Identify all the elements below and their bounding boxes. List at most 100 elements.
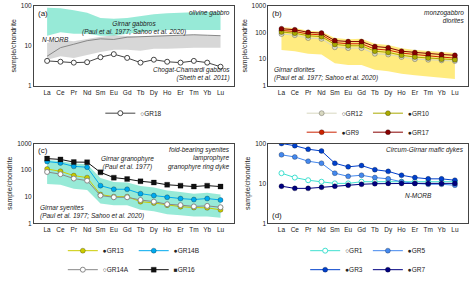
svg-text:1: 1 bbox=[262, 220, 266, 227]
svg-text:Nd: Nd bbox=[83, 226, 92, 233]
svg-text:Lu: Lu bbox=[217, 226, 225, 233]
svg-text:Eu: Eu bbox=[110, 89, 118, 96]
svg-text:La: La bbox=[43, 89, 51, 96]
svg-text:1: 1 bbox=[28, 220, 32, 227]
svg-text:(d): (d) bbox=[272, 211, 282, 220]
svg-text:●GR9: ●GR9 bbox=[342, 129, 360, 136]
svg-text:10: 10 bbox=[259, 180, 267, 187]
svg-text:100: 100 bbox=[21, 2, 32, 9]
svg-text:Dy: Dy bbox=[150, 226, 159, 234]
svg-text:Chogat-Chamardi gabbros(Sheth: Chogat-Chamardi gabbros(Sheth et al. 201… bbox=[153, 66, 230, 82]
svg-text:N-MORB: N-MORB bbox=[42, 36, 69, 43]
svg-text:100: 100 bbox=[255, 29, 266, 36]
svg-text:●GR10: ●GR10 bbox=[408, 110, 429, 117]
svg-text:(c): (c) bbox=[38, 146, 48, 155]
svg-text:Er: Er bbox=[177, 226, 184, 233]
svg-text:1000: 1000 bbox=[252, 2, 267, 9]
svg-text:Ce: Ce bbox=[291, 89, 300, 96]
svg-text:●GR5: ●GR5 bbox=[408, 247, 426, 254]
svg-text:Lu: Lu bbox=[451, 89, 459, 96]
svg-text:La: La bbox=[278, 89, 286, 96]
svg-text:1: 1 bbox=[262, 82, 266, 89]
svg-text:(b): (b) bbox=[272, 9, 282, 18]
svg-text:10: 10 bbox=[259, 55, 267, 62]
svg-text:Gd: Gd bbox=[123, 226, 132, 233]
svg-text:Dy: Dy bbox=[150, 89, 159, 97]
svg-text:1: 1 bbox=[28, 82, 32, 89]
svg-text:Tb: Tb bbox=[371, 89, 379, 96]
svg-text:Pr: Pr bbox=[71, 226, 78, 233]
svg-text:1000: 1000 bbox=[17, 140, 32, 147]
svg-text:Ho: Ho bbox=[397, 89, 406, 96]
svg-text:●GR13: ●GR13 bbox=[103, 247, 124, 254]
svg-text:Pr: Pr bbox=[305, 226, 312, 233]
svg-text:○GR18: ○GR18 bbox=[140, 110, 161, 117]
svg-text:Ce: Ce bbox=[291, 226, 300, 233]
svg-text:Eu: Eu bbox=[110, 226, 118, 233]
svg-text:Nd: Nd bbox=[317, 89, 326, 96]
svg-text:Pr: Pr bbox=[71, 89, 78, 96]
svg-text:Nd: Nd bbox=[317, 226, 326, 233]
svg-text:●GR14B: ●GR14B bbox=[174, 247, 199, 254]
svg-text:Tb: Tb bbox=[137, 226, 145, 233]
svg-text:Sm: Sm bbox=[96, 89, 106, 96]
svg-text:Er: Er bbox=[412, 226, 419, 233]
svg-text:○GR1: ○GR1 bbox=[345, 247, 363, 254]
svg-text:N-MORB: N-MORB bbox=[405, 192, 432, 199]
svg-text:Yb: Yb bbox=[203, 89, 211, 96]
svg-text:olivine gabbro: olivine gabbro bbox=[189, 9, 230, 17]
svg-text:Eu: Eu bbox=[344, 89, 352, 96]
svg-text:sample/chondrite: sample/chondrite bbox=[244, 157, 252, 210]
svg-text:sample/chondrite: sample/chondrite bbox=[241, 19, 249, 72]
svg-text:Lu: Lu bbox=[451, 226, 459, 233]
svg-text:Yb: Yb bbox=[438, 89, 446, 96]
svg-text:■GR16: ■GR16 bbox=[174, 266, 195, 273]
svg-text:Ce: Ce bbox=[56, 89, 65, 96]
svg-text:(a): (a) bbox=[38, 9, 48, 18]
svg-text:Gd: Gd bbox=[357, 89, 366, 96]
svg-text:Pr: Pr bbox=[305, 89, 312, 96]
svg-text:Eu: Eu bbox=[344, 226, 352, 233]
svg-text:Tm: Tm bbox=[424, 89, 433, 96]
svg-text:La: La bbox=[43, 226, 51, 233]
svg-text:sample/chondrite: sample/chondrite bbox=[10, 19, 18, 72]
svg-text:10: 10 bbox=[24, 193, 32, 200]
svg-text:Tm: Tm bbox=[189, 226, 198, 233]
svg-text:Nd: Nd bbox=[83, 89, 92, 96]
svg-text:sample/chondrite: sample/chondrite bbox=[6, 157, 14, 210]
svg-text:Ho: Ho bbox=[397, 226, 406, 233]
svg-text:Ho: Ho bbox=[163, 226, 172, 233]
svg-text:Girnar granophyre(Paul et al.: Girnar granophyre(Paul et al. 1977) bbox=[101, 155, 154, 171]
svg-text:○GR12: ○GR12 bbox=[342, 110, 363, 117]
svg-text:Dy: Dy bbox=[384, 226, 393, 234]
svg-text:100: 100 bbox=[255, 140, 266, 147]
svg-text:Yb: Yb bbox=[438, 226, 446, 233]
svg-text:Girnar gabbros(Paul et al. 197: Girnar gabbros(Paul et al. 1977; Sahoo e… bbox=[82, 20, 186, 36]
svg-text:monzogabbrodiorites: monzogabbrodiorites bbox=[424, 9, 464, 24]
svg-text:Lu: Lu bbox=[217, 89, 225, 96]
svg-text:○GR14A: ○GR14A bbox=[103, 266, 129, 273]
svg-text:La: La bbox=[278, 226, 286, 233]
svg-text:Gd: Gd bbox=[123, 89, 132, 96]
svg-text:●GR3: ●GR3 bbox=[345, 266, 363, 273]
svg-text:Dy: Dy bbox=[384, 89, 393, 97]
svg-text:Tm: Tm bbox=[424, 226, 433, 233]
svg-text:Tb: Tb bbox=[137, 89, 145, 96]
svg-text:Gd: Gd bbox=[357, 226, 366, 233]
svg-text:Er: Er bbox=[177, 89, 184, 96]
svg-text:Sm: Sm bbox=[330, 226, 340, 233]
svg-text:Sm: Sm bbox=[96, 226, 106, 233]
svg-text:Ce: Ce bbox=[56, 226, 65, 233]
svg-text:Girnar diorites(Paul et al. 19: Girnar diorites(Paul et al. 1977; Sahoo … bbox=[274, 66, 378, 82]
svg-text:Girnar syenites(Paul et al. 19: Girnar syenites(Paul et al. 1977; Sahoo … bbox=[40, 204, 144, 220]
svg-text:●GR17: ●GR17 bbox=[408, 129, 429, 136]
svg-text:Circum-Girnar mafic dykes: Circum-Girnar mafic dykes bbox=[386, 146, 464, 154]
svg-text:10: 10 bbox=[24, 42, 32, 49]
svg-text:foid-bearing syeniteslamprophy: foid-bearing syeniteslamprophyregranophy… bbox=[168, 146, 230, 171]
svg-text:Ho: Ho bbox=[163, 89, 172, 96]
svg-text:Er: Er bbox=[412, 89, 419, 96]
svg-text:Tb: Tb bbox=[371, 226, 379, 233]
svg-text:Sm: Sm bbox=[330, 89, 340, 96]
svg-text:●GR7: ●GR7 bbox=[408, 266, 426, 273]
svg-text:Yb: Yb bbox=[203, 226, 211, 233]
